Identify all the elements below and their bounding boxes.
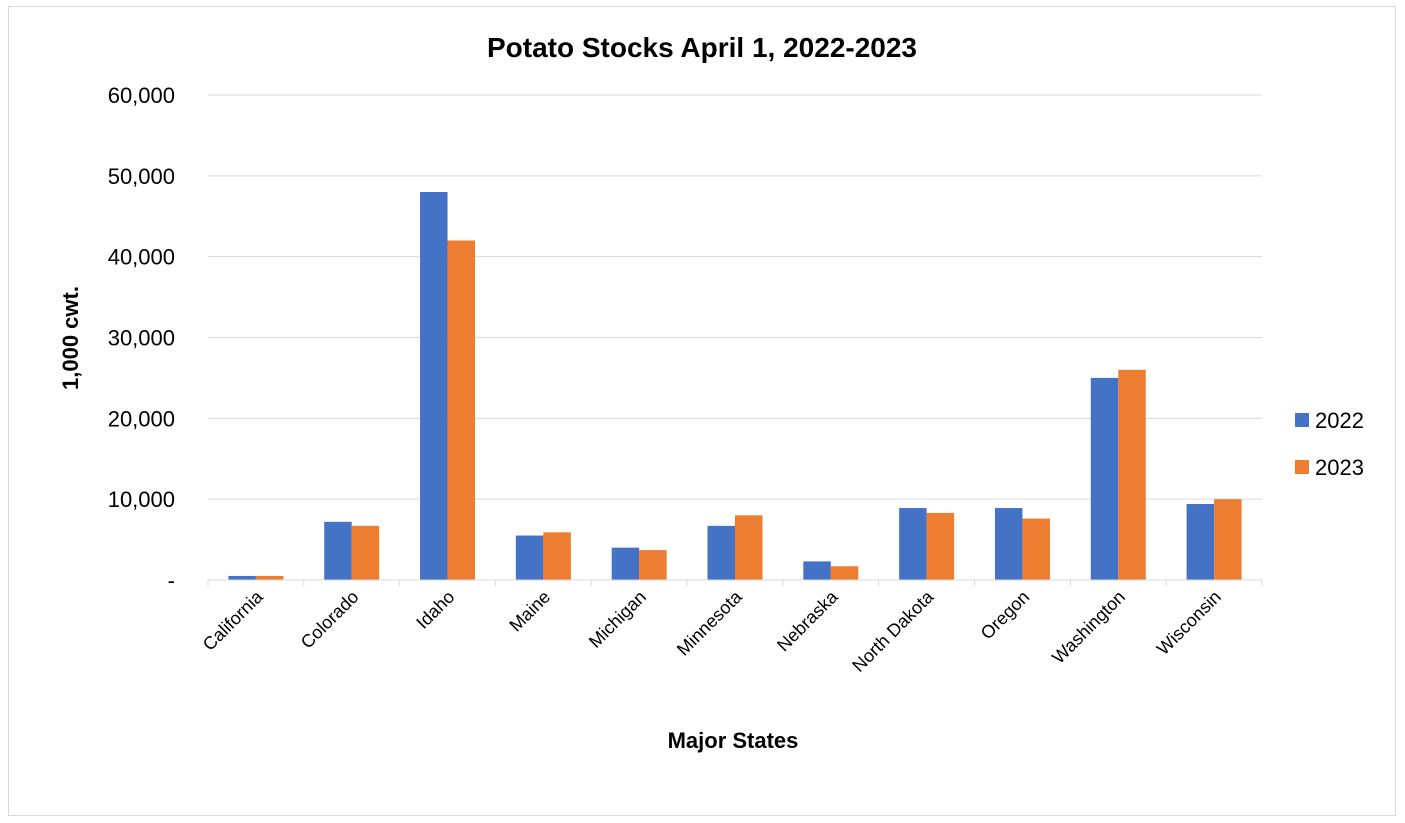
x-tick-label: Maine bbox=[505, 587, 554, 636]
y-axis-ticks: - 10,000 20,000 30,000 40,000 50,000 60,000 bbox=[108, 83, 175, 593]
y-tick-label: - bbox=[168, 568, 175, 593]
bar-2023-colorado bbox=[351, 525, 380, 580]
y-axis-title: 1,000 cwt. bbox=[58, 286, 83, 390]
x-axis-ticks: California Colorado Idaho Maine Michigan Minn… bbox=[199, 586, 1225, 676]
legend-swatch-2023 bbox=[1295, 460, 1309, 474]
x-tick-label: Colorado bbox=[297, 587, 363, 653]
bar-2023-california bbox=[255, 575, 284, 580]
chart-title: Potato Stocks April 1, 2022-2023 bbox=[487, 32, 917, 63]
bar-2023-nebraska bbox=[830, 566, 859, 580]
bar-2023-minnesota bbox=[735, 515, 763, 580]
legend-label: 2022 bbox=[1315, 408, 1364, 433]
legend: 2022 2023 bbox=[1295, 408, 1364, 480]
bar-2022-idaho bbox=[420, 192, 448, 580]
bar-2023-idaho bbox=[447, 240, 476, 580]
legend-swatch-2022 bbox=[1295, 413, 1309, 427]
bar-2022-michigan bbox=[611, 547, 640, 580]
bar-2022-maine bbox=[515, 535, 544, 580]
bar-2022-washington bbox=[1090, 377, 1119, 580]
x-tick-label: Oregon bbox=[977, 587, 1034, 644]
y-tick-label: 30,000 bbox=[108, 326, 175, 351]
y-tick-label: 20,000 bbox=[108, 406, 175, 431]
x-tick-label: Nebraska bbox=[773, 586, 842, 655]
bar-2022-california bbox=[228, 575, 256, 580]
x-tick-label: Washington bbox=[1048, 587, 1129, 668]
bar-2022-minnesota bbox=[707, 525, 735, 580]
x-tick-label: California bbox=[199, 586, 268, 655]
bar-2022-wisconsin bbox=[1186, 504, 1215, 580]
x-tick-label: Idaho bbox=[412, 587, 458, 633]
bar-2022-north-dakota bbox=[899, 508, 927, 580]
bar-2023-oregon bbox=[1022, 518, 1050, 580]
bar-2023-michigan bbox=[639, 550, 667, 580]
bars bbox=[228, 192, 1242, 580]
bar-2023-washington bbox=[1118, 369, 1146, 580]
bar-2023-wisconsin bbox=[1214, 499, 1242, 580]
x-tick-label: Michigan bbox=[585, 587, 650, 652]
bar-2022-nebraska bbox=[803, 561, 831, 580]
x-axis bbox=[207, 579, 1263, 586]
y-tick-label: 10,000 bbox=[108, 487, 175, 512]
x-tick-label: North Dakota bbox=[848, 586, 938, 676]
gridlines bbox=[208, 94, 1262, 500]
y-tick-label: 60,000 bbox=[108, 83, 175, 108]
y-tick-label: 40,000 bbox=[108, 245, 175, 270]
bar-2023-north-dakota bbox=[926, 512, 955, 580]
x-tick-label: Minnesota bbox=[673, 586, 747, 660]
x-axis-title: Major States bbox=[668, 728, 799, 753]
y-tick-label: 50,000 bbox=[108, 164, 175, 189]
x-tick-label: Wisconsin bbox=[1153, 587, 1225, 659]
bar-2022-colorado bbox=[324, 521, 352, 580]
bar-2022-oregon bbox=[994, 508, 1023, 580]
legend-label: 2023 bbox=[1315, 455, 1364, 480]
bar-2023-maine bbox=[543, 532, 571, 580]
chart-frame bbox=[8, 6, 1396, 816]
